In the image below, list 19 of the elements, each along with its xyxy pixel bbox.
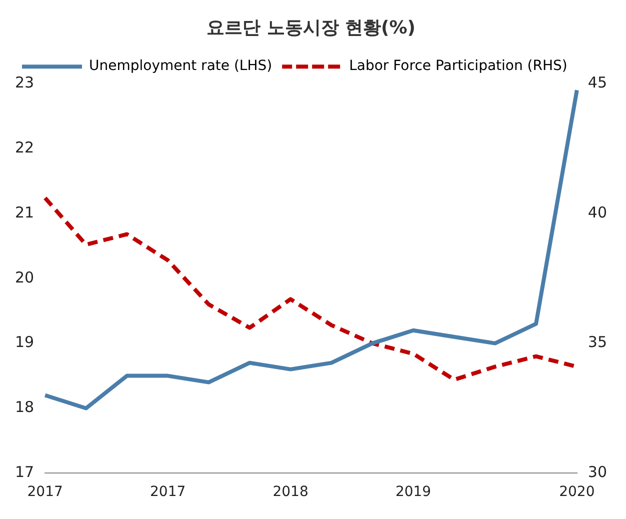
y-tick-label: 21 bbox=[14, 203, 34, 222]
y-tick-label: 20 bbox=[14, 268, 34, 286]
y2-tick-label: 30 bbox=[588, 463, 608, 482]
x-tick-label: 2018 bbox=[272, 484, 308, 500]
y-tick-label: 17 bbox=[14, 463, 34, 482]
x-tick-label: 2020 bbox=[559, 484, 595, 500]
legend-label: Labor Force Participation (RHS) bbox=[349, 58, 568, 74]
x-tick-label: 2017 bbox=[27, 484, 63, 500]
y-tick-label: 23 bbox=[14, 73, 34, 92]
y-tick-label: 18 bbox=[14, 398, 34, 416]
legend-label: Unemployment rate (LHS) bbox=[89, 58, 272, 74]
y2-tick-label: 35 bbox=[588, 333, 608, 352]
y-tick-label: 22 bbox=[14, 138, 34, 156]
y2-tick-label: 40 bbox=[588, 203, 608, 222]
x-tick-label: 2019 bbox=[395, 484, 432, 500]
x-tick-label: 2017 bbox=[150, 484, 186, 500]
chart-title: 요르단 노동시장 현황(%) bbox=[206, 17, 416, 38]
y-tick-label: 19 bbox=[14, 333, 34, 352]
y2-tick-label: 45 bbox=[588, 73, 608, 92]
